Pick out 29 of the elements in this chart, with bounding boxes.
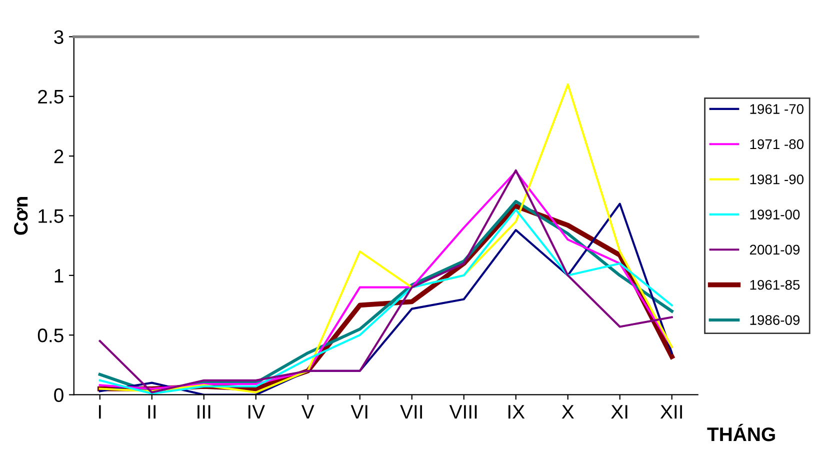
y-tick-label: 2	[54, 150, 64, 164]
x-tick-label: VIII	[449, 405, 477, 419]
legend-label: 1961-85	[750, 280, 800, 290]
legend-label: 1991-00	[750, 210, 800, 220]
x-tick-label: XII	[660, 405, 682, 419]
x-axis-title: THÁNG	[707, 424, 775, 442]
y-axis-title: Cơn	[14, 197, 28, 235]
line-series	[98, 83, 673, 394]
y-tick-label: 0.5	[38, 328, 64, 342]
x-tick-label: II	[148, 405, 156, 419]
x-tick-label: III	[198, 405, 210, 419]
x-tick-label: IV	[248, 405, 265, 419]
legend-label: 1986-09	[750, 315, 800, 325]
y-tick-label: 3	[54, 30, 64, 44]
legend-label: 1981 -90	[750, 174, 804, 184]
y-tick-label: 1	[54, 269, 64, 282]
legend-label: 1971 -80	[750, 139, 804, 150]
y-tick-label: 2.5	[38, 90, 64, 104]
x-tick-label: V	[301, 405, 314, 419]
y-tick-label: 0	[54, 388, 64, 402]
x-tick-label: I	[98, 405, 101, 419]
x-tick-label: XI	[611, 405, 628, 419]
y-tick-label: 1.5	[38, 209, 64, 223]
x-tick-label: VI	[350, 405, 368, 419]
x-tick-label: X	[562, 405, 574, 419]
x-tick-label: IX	[508, 405, 525, 419]
x-tick-label: VII	[400, 405, 422, 419]
legend-label: 2001-09	[750, 244, 800, 255]
legend-label: 1961 -70	[750, 104, 804, 114]
